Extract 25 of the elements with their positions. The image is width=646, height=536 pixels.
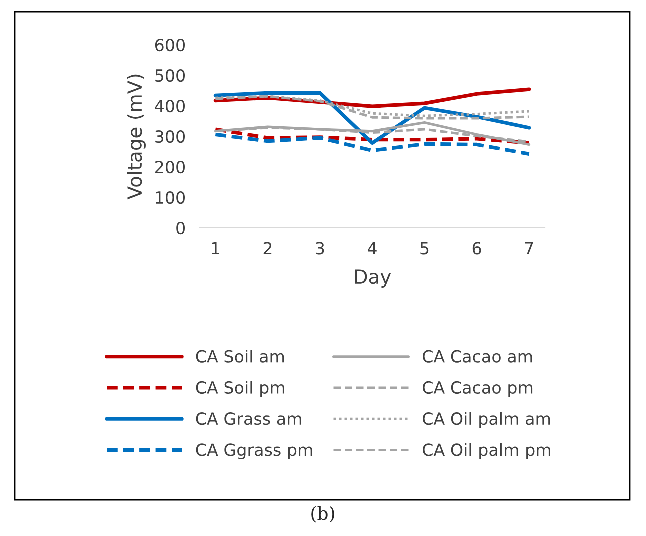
y-tick-label: 400: [155, 100, 186, 113]
legend-label: CA Oil palm pm: [423, 443, 550, 460]
y-tick-label: 300: [156, 130, 186, 144]
text: (b): [312, 506, 334, 523]
legend-label: CA Grass am: [196, 412, 302, 426]
legend-label: CA Soil am: [196, 350, 284, 363]
x-axis-title: Day: [355, 270, 392, 288]
x-tick-label: 3: [316, 242, 324, 255]
x-tick-label: 4: [368, 242, 377, 255]
legend-label: CA Soil pm: [196, 381, 284, 398]
y-tick-label: 0: [176, 222, 186, 235]
y-tick-label: 200: [156, 160, 186, 174]
legend-label: CA Ggrass pm: [196, 444, 312, 460]
y-tick-label: 500: [156, 69, 186, 82]
legend-label: CA Cacao am: [423, 350, 532, 363]
x-tick-label: 5: [420, 242, 429, 255]
x-tick-label: 7: [525, 242, 534, 255]
x-tick-label: 1: [212, 242, 220, 255]
x-tick-label: 6: [472, 242, 482, 255]
y-tick-label: 600: [155, 38, 186, 52]
y-axis-title: Voltage (mV): [127, 74, 146, 200]
legend-label: CA Cacao pm: [423, 381, 533, 398]
y-tick-label: 100: [156, 191, 186, 204]
x-tick-label: 2: [264, 242, 272, 255]
legend-label: CA Oil palm am: [423, 412, 550, 428]
